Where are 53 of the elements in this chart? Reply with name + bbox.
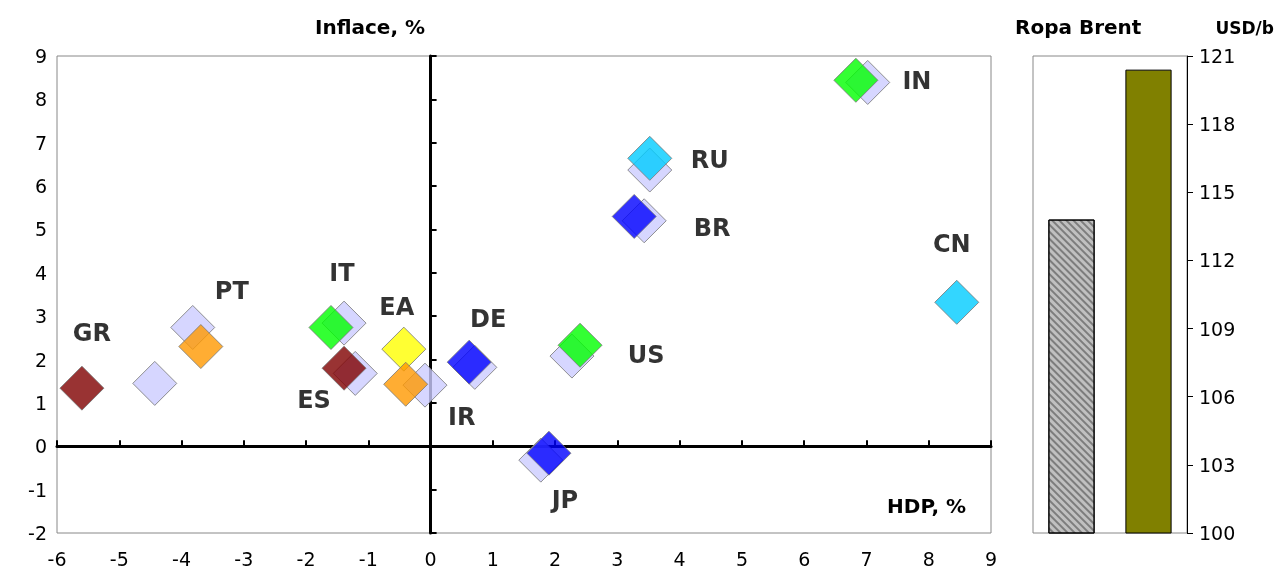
- y-tick-label: 112: [1199, 249, 1236, 272]
- y-tick-label: 103: [1199, 453, 1236, 476]
- y-tick-label: 4: [34, 261, 47, 284]
- data-label: IN: [902, 67, 932, 96]
- y-tick-label: -1: [28, 478, 47, 501]
- y-tick-label: 118: [1199, 113, 1236, 136]
- data-label: BR: [693, 214, 731, 243]
- x-tick-label: -6: [47, 547, 67, 570]
- y-tick-label: 8: [34, 88, 47, 111]
- x-tick-label: -3: [234, 547, 254, 570]
- x-tick-label: -2: [296, 547, 316, 570]
- x-tick-label: -4: [172, 547, 192, 570]
- data-label: EA: [379, 293, 415, 322]
- y-tick-label: -2: [28, 522, 47, 544]
- x-tick-label: 9: [984, 547, 998, 570]
- data-label: GR: [72, 319, 111, 348]
- x-tick-label: -5: [109, 547, 129, 570]
- y-tick-label: 2: [34, 348, 47, 371]
- x-tick-label: -1: [358, 547, 378, 570]
- x-tick-label: 2: [549, 547, 562, 570]
- y-tick-label: 7: [34, 131, 47, 154]
- data-label: PT: [214, 276, 250, 305]
- y-tick-label: 121: [1199, 45, 1236, 67]
- x-tick-label: 5: [735, 547, 748, 570]
- x-tick-label: 6: [798, 547, 811, 570]
- y-tick-label: 9: [34, 45, 47, 67]
- data-label: ES: [297, 386, 331, 415]
- y-tick-label: 5: [34, 218, 47, 241]
- x-tick-label: 1: [486, 547, 499, 570]
- y-axis-title: Inflace, %: [315, 15, 426, 39]
- chart-title: Ropa Brent: [1015, 15, 1142, 39]
- x-tick-label: 4: [673, 547, 686, 570]
- x-axis-title: HDP, %: [887, 494, 967, 518]
- y-tick-label: 115: [1199, 181, 1236, 204]
- y-tick-label: 0: [34, 435, 47, 458]
- data-label: IR: [447, 403, 476, 432]
- x-tick-label: 0: [424, 547, 437, 570]
- x-tick-label: 3: [611, 547, 624, 570]
- y-tick-label: 100: [1199, 522, 1236, 544]
- data-label: CN: [932, 230, 971, 259]
- x-tick-label: 7: [860, 547, 873, 570]
- x-tick-label: 8: [922, 547, 935, 570]
- data-label: US: [627, 341, 665, 370]
- y-axis-title: USD/b: [1215, 17, 1275, 38]
- data-label: RU: [690, 146, 729, 175]
- data-label: JP: [549, 486, 579, 515]
- data-label: IT: [329, 259, 356, 288]
- y-tick-label: 106: [1199, 385, 1236, 408]
- y-tick-label: 109: [1199, 317, 1236, 340]
- y-tick-label: 6: [34, 175, 47, 198]
- y-tick-label: 1: [34, 391, 47, 414]
- data-label: DE: [470, 305, 507, 334]
- y-tick-label: 3: [34, 305, 47, 328]
